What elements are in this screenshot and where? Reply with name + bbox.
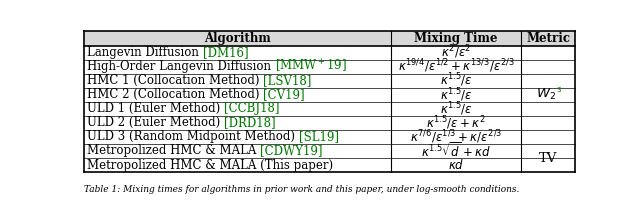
Text: HMC 2 (Collocation Method): HMC 2 (Collocation Method) <box>87 88 263 101</box>
Text: $\kappa^{1.5}/\epsilon$: $\kappa^{1.5}/\epsilon$ <box>440 100 472 118</box>
Text: [SL19]: [SL19] <box>299 130 339 143</box>
Text: $\kappa^2/\epsilon^2$: $\kappa^2/\epsilon^2$ <box>441 44 471 61</box>
Text: $\kappa^{1.5}\sqrt{d} + \kappa d$: $\kappa^{1.5}\sqrt{d} + \kappa d$ <box>421 142 491 160</box>
Text: Metropolized HMC & MALA (This paper): Metropolized HMC & MALA (This paper) <box>87 159 333 172</box>
Text: ULD 2 (Euler Method): ULD 2 (Euler Method) <box>87 116 224 129</box>
Bar <box>84 31 575 46</box>
Text: [CCBJ18]: [CCBJ18] <box>224 102 280 115</box>
Text: [CDWY19]: [CDWY19] <box>260 145 323 158</box>
Text: Algorithm: Algorithm <box>204 32 271 45</box>
Text: ULD 1 (Euler Method): ULD 1 (Euler Method) <box>87 102 224 115</box>
Text: $\kappa^{7/6}/\epsilon^{1/3} + \kappa/\epsilon^{2/3}$: $\kappa^{7/6}/\epsilon^{1/3} + \kappa/\e… <box>410 128 502 146</box>
Text: $\kappa d$: $\kappa d$ <box>448 158 464 172</box>
Text: [LSV18]: [LSV18] <box>263 74 312 87</box>
Text: ULD 3 (Random Midpoint Method): ULD 3 (Random Midpoint Method) <box>87 130 299 143</box>
Text: [DM16]: [DM16] <box>203 46 248 59</box>
Text: [MMW$^+$19]: [MMW$^+$19] <box>275 58 347 75</box>
Text: HMC 1 (Collocation Method): HMC 1 (Collocation Method) <box>87 74 263 87</box>
Text: Langevin Diffusion: Langevin Diffusion <box>87 46 203 59</box>
Text: $\kappa^{19/4}/\epsilon^{1/2} + \kappa^{13/3}/\epsilon^{2/3}$: $\kappa^{19/4}/\epsilon^{1/2} + \kappa^{… <box>397 58 515 75</box>
Text: [CV19]: [CV19] <box>263 88 305 101</box>
Text: $\kappa^{1.5}/\epsilon$: $\kappa^{1.5}/\epsilon$ <box>440 86 472 104</box>
Text: $^3$: $^3$ <box>556 87 562 97</box>
Text: Metropolized HMC & MALA: Metropolized HMC & MALA <box>87 145 260 158</box>
Text: High-Order Langevin Diffusion: High-Order Langevin Diffusion <box>87 60 275 73</box>
Text: $\kappa^{1.5}/\epsilon + \kappa^2$: $\kappa^{1.5}/\epsilon + \kappa^2$ <box>426 114 486 132</box>
Text: $\kappa^{1.5}/\epsilon$: $\kappa^{1.5}/\epsilon$ <box>440 72 472 90</box>
Text: $W_2$: $W_2$ <box>536 87 556 102</box>
Text: Mixing Time: Mixing Time <box>414 32 498 45</box>
Text: [DRD18]: [DRD18] <box>224 116 276 129</box>
Text: TV: TV <box>539 152 557 165</box>
Text: Table 1: Mixing times for algorithms in prior work and this paper, under log-smo: Table 1: Mixing times for algorithms in … <box>84 185 519 194</box>
Text: Metric: Metric <box>526 32 570 45</box>
